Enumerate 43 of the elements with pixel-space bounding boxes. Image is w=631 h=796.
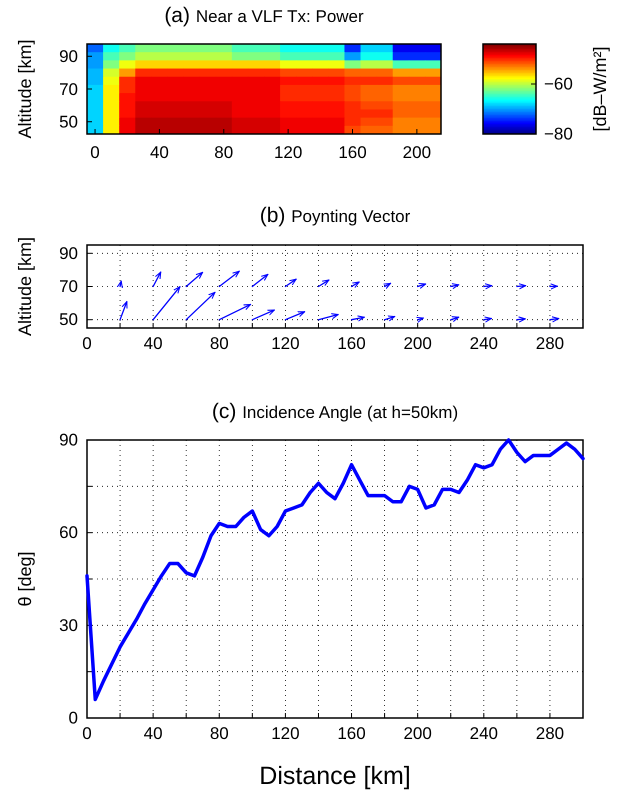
- chart-title: (b) Poynting Vector: [260, 204, 411, 227]
- y-axis-title: Altitude [km]: [15, 39, 35, 139]
- x-tick-label: 160: [338, 143, 367, 162]
- color-bar-title: [dB–W/m²]: [590, 46, 610, 132]
- x-tick-label: 120: [271, 724, 300, 744]
- y-tick-label: 70: [59, 276, 78, 296]
- x-axis-title: Distance [km]: [259, 762, 411, 790]
- y-axis-title: Altitude [km]: [15, 236, 35, 336]
- color-bar-label: −80: [544, 124, 573, 144]
- x-tick-label: 0: [82, 334, 92, 354]
- x-tick-label: 240: [470, 334, 498, 354]
- x-tick-label: 160: [337, 334, 366, 354]
- color-bar-label: −60: [544, 74, 573, 94]
- y-tick-label: 30: [59, 616, 78, 635]
- y-tick-label: 0: [68, 708, 78, 728]
- x-tick-label: 0: [90, 143, 100, 162]
- y-tick-label: 90: [59, 430, 78, 450]
- x-tick-label: 80: [210, 724, 229, 744]
- x-tick-label: 40: [150, 143, 169, 162]
- x-tick-label: 240: [470, 724, 498, 744]
- chart-title: (a) Near a VLF Tx: Power: [164, 4, 364, 27]
- x-tick-label: 280: [536, 334, 564, 354]
- y-tick-label: 70: [59, 80, 78, 99]
- chart-title: (c) Incidence Angle (at h=50km): [212, 400, 458, 423]
- y-tick-label: 60: [59, 523, 78, 542]
- x-tick-label: 120: [274, 143, 302, 162]
- y-tick-label: 50: [59, 310, 78, 330]
- x-tick-label: 160: [337, 724, 366, 744]
- x-tick-label: 40: [144, 334, 163, 354]
- x-tick-label: 280: [536, 724, 564, 744]
- y-tick-label: 90: [59, 244, 78, 263]
- x-tick-label: 40: [144, 724, 163, 744]
- y-axis-title: θ [deg]: [15, 551, 35, 607]
- y-tick-label: 50: [59, 112, 78, 132]
- y-tick-label: 90: [59, 47, 78, 66]
- x-tick-label: 200: [403, 334, 432, 354]
- x-tick-label: 200: [402, 143, 432, 162]
- line-series: [85, 438, 585, 702]
- x-tick-label: 200: [403, 724, 432, 744]
- x-tick-label: 80: [214, 143, 234, 162]
- x-tick-label: 0: [82, 724, 92, 744]
- x-tick-label: 120: [271, 334, 300, 354]
- x-tick-label: 80: [210, 334, 229, 354]
